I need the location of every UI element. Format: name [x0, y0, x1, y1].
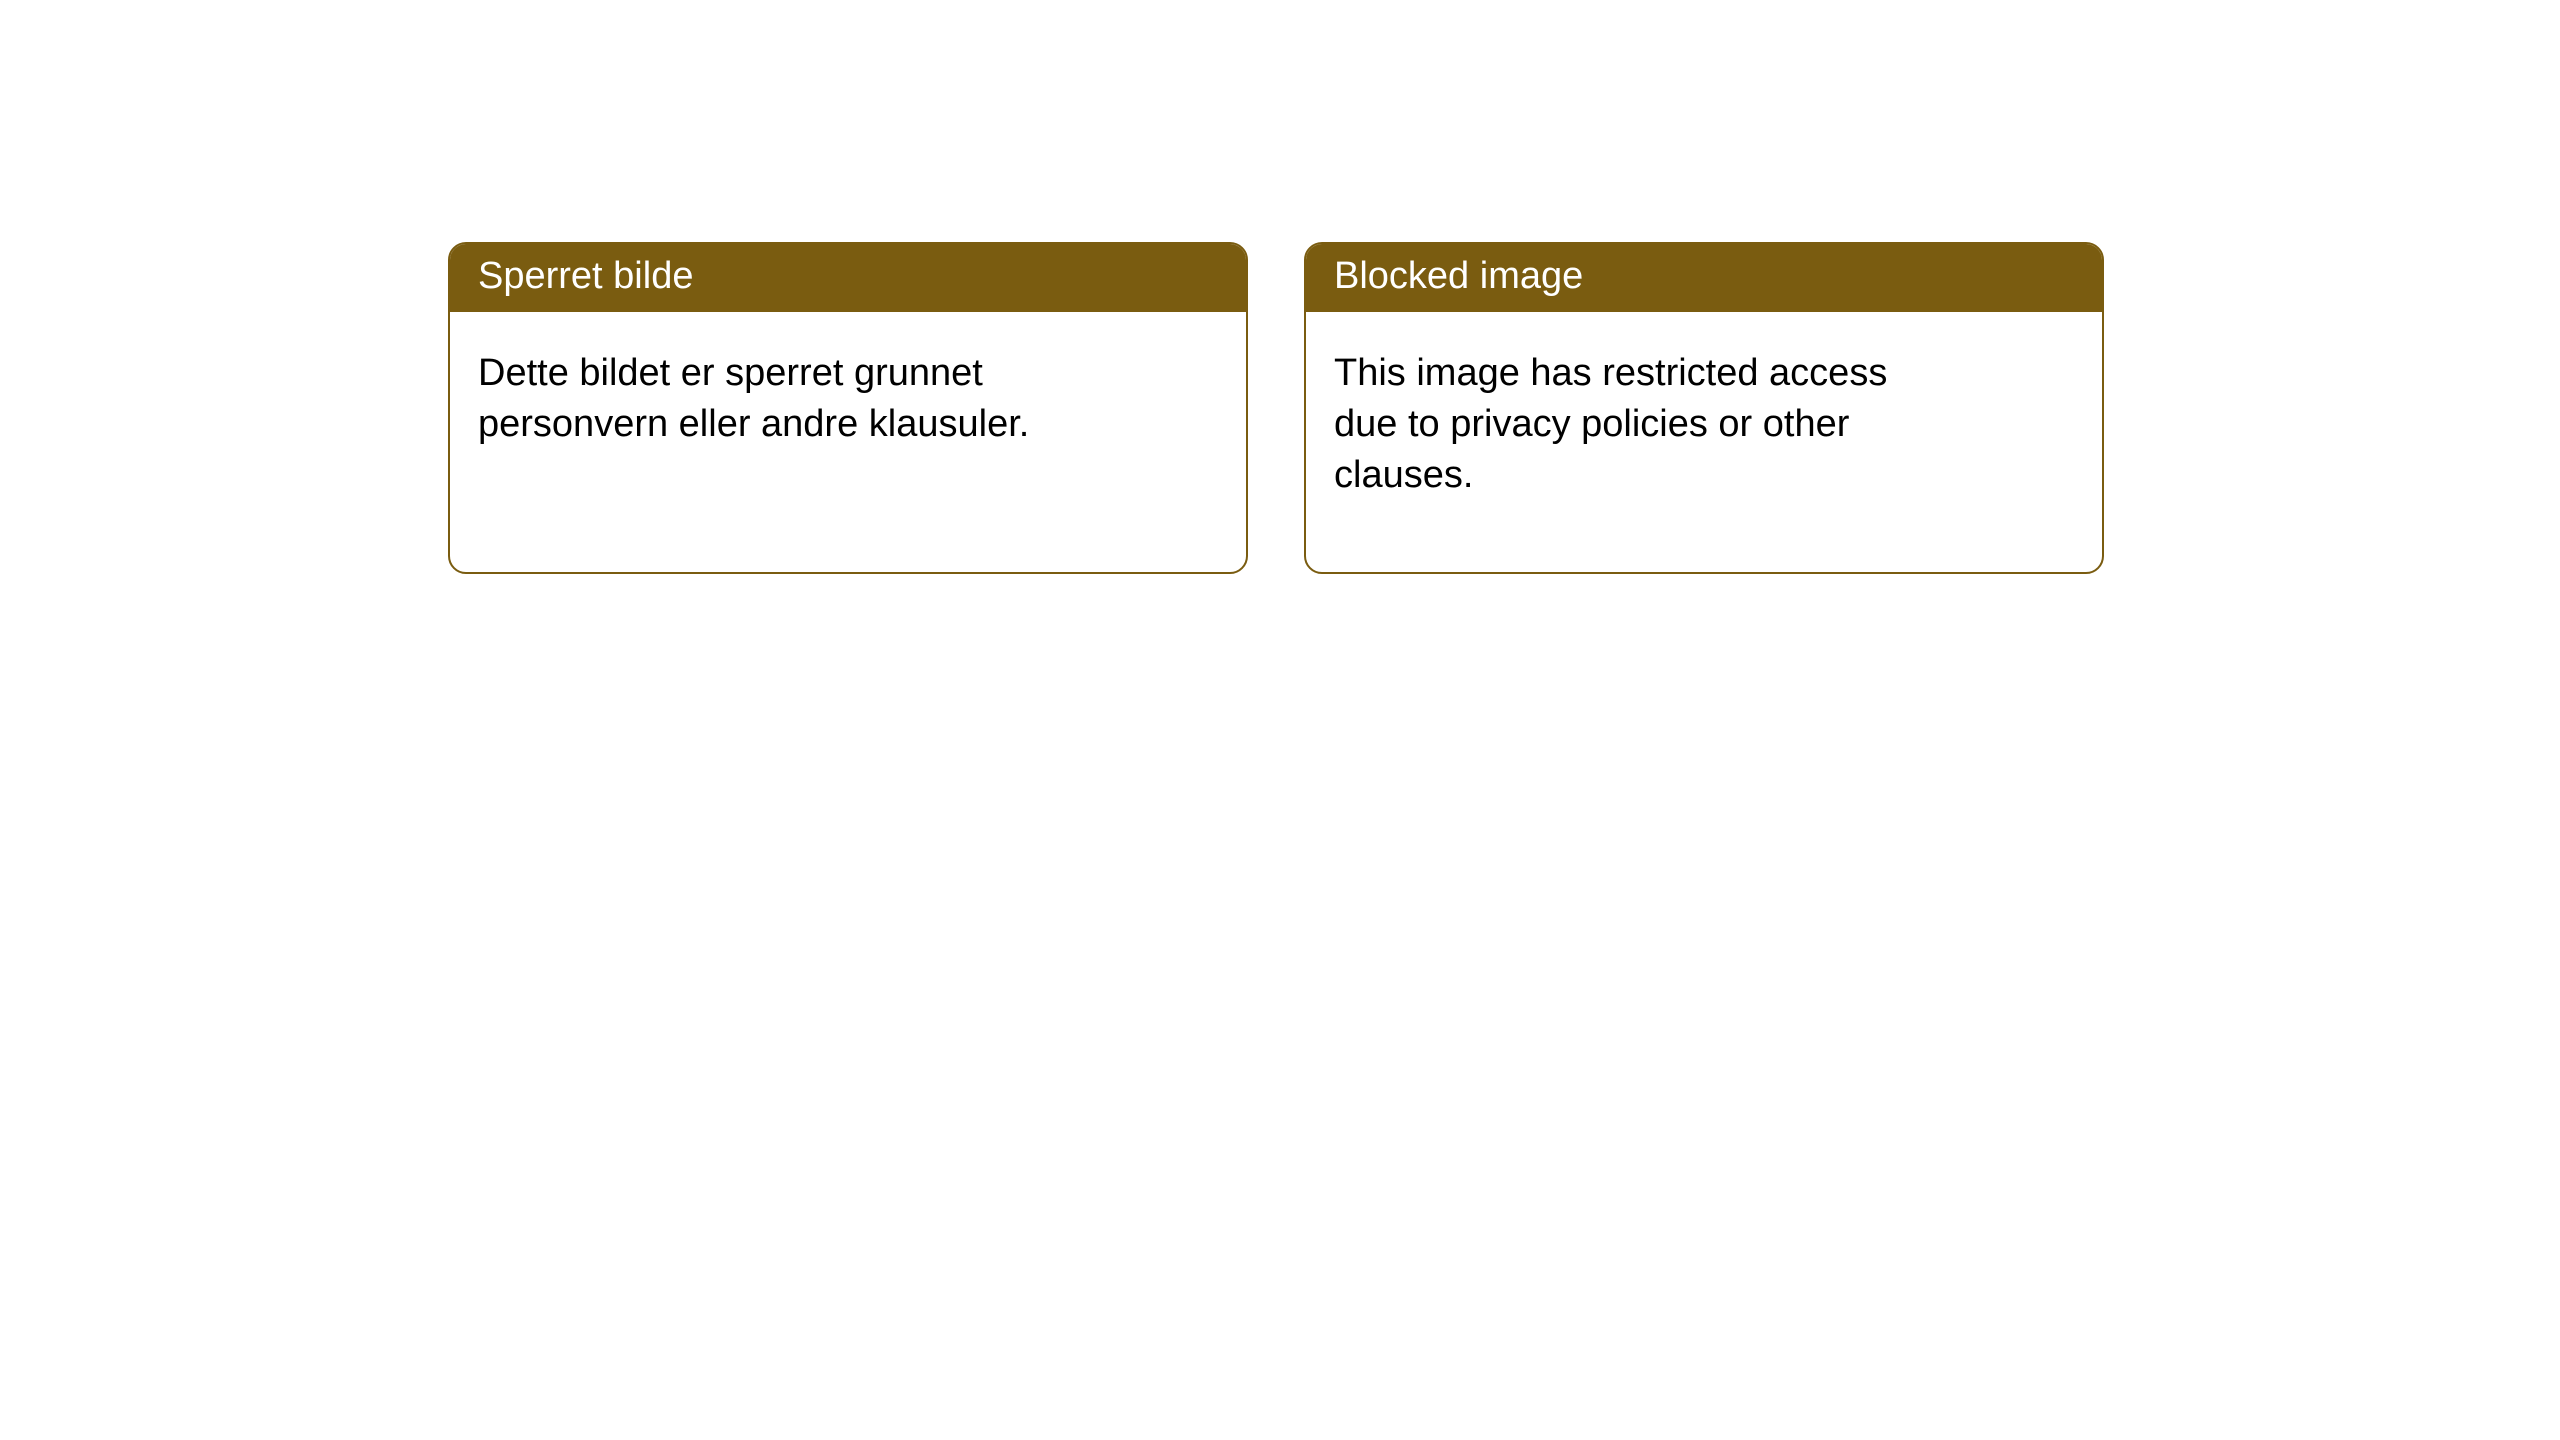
notice-card-norwegian: Sperret bilde Dette bildet er sperret gr… — [448, 242, 1248, 574]
notice-card-title: Sperret bilde — [450, 244, 1246, 312]
notice-card-body: This image has restricted access due to … — [1306, 312, 1986, 530]
notice-card-title: Blocked image — [1306, 244, 2102, 312]
notice-card-body: Dette bildet er sperret grunnet personve… — [450, 312, 1130, 479]
notice-card-english: Blocked image This image has restricted … — [1304, 242, 2104, 574]
notice-card-container: Sperret bilde Dette bildet er sperret gr… — [0, 0, 2560, 574]
